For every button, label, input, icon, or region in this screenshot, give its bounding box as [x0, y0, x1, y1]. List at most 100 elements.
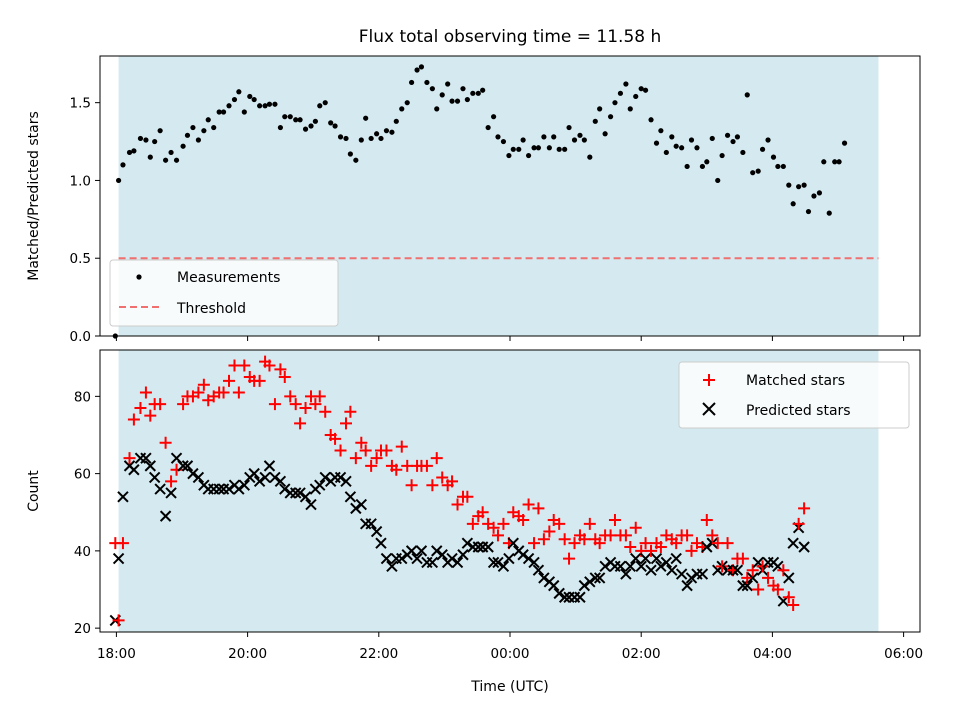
matched-point: [420, 459, 433, 472]
measurement-point: [302, 126, 309, 132]
matched-point: [741, 571, 754, 584]
predicted-point: [635, 560, 647, 573]
matched-point: [537, 533, 550, 546]
count-y-axis-label: Count: [26, 470, 42, 512]
measurement-point: [272, 101, 278, 107]
measurement-point: [173, 157, 180, 163]
measurement-point: [378, 135, 384, 142]
ratio-panel: 0.0 0.5 1.0 1.5 Matched/Predicted stars Mea…: [26, 55, 921, 345]
measurement-point: [623, 81, 629, 87]
predicted-point: [436, 549, 448, 561]
measurement-point: [755, 168, 761, 174]
predicted-point: [426, 556, 439, 569]
predicted-point: [319, 471, 331, 484]
measurement-point: [429, 86, 435, 92]
measurement-point: [190, 124, 196, 131]
predicted-point: [624, 560, 636, 573]
predicted-point: [457, 549, 469, 561]
measurement-point: [257, 103, 263, 109]
matched-point: [528, 537, 541, 550]
predicted-point: [233, 483, 245, 495]
matched-point: [771, 583, 784, 596]
measurement-point: [418, 64, 425, 70]
count-panel: 18:00 20:00 22:00 00:00 02:00 04:00 06:00 20 40 6…: [26, 349, 923, 695]
count-marks: [109, 355, 811, 627]
measurement-point: [147, 154, 153, 160]
measurement-point: [163, 157, 169, 163]
ratio-axis-ticks: 0.0 0.5 1.0 1.5: [70, 96, 905, 345]
measurement-point: [205, 117, 211, 123]
measurement-point: [137, 135, 144, 142]
measurement-point: [780, 163, 786, 170]
measurement-point: [805, 208, 812, 215]
count-axes-frame: [99, 349, 921, 633]
measurement-point: [347, 151, 353, 157]
matched-point: [123, 452, 136, 465]
predicted-point: [294, 487, 306, 499]
matched-point: [608, 513, 621, 526]
predicted-point: [177, 460, 189, 472]
predicted-point: [741, 579, 753, 592]
legend-predicted-label: Predicted stars: [746, 403, 851, 419]
matched-point: [762, 571, 775, 584]
measurement-point: [821, 159, 827, 165]
measurement-point: [277, 124, 283, 131]
x-tick-label: 00:00: [491, 646, 530, 662]
matched-point: [329, 432, 342, 445]
measurement-point: [414, 67, 420, 73]
measurement-point: [247, 93, 253, 100]
matched-point: [798, 502, 811, 515]
matched-point: [487, 521, 500, 534]
measurement-point: [546, 145, 552, 151]
y-tick-label: 1.0: [70, 173, 91, 189]
y-tick-label: 80: [74, 389, 91, 405]
measurement-point: [684, 163, 690, 170]
measurement-point: [120, 162, 126, 168]
measurement-point: [607, 114, 614, 120]
matched-point: [278, 371, 291, 384]
predicted-point: [650, 552, 663, 565]
measurement-point: [409, 79, 415, 86]
y-tick-label: 20: [74, 621, 91, 637]
measurement-point: [353, 157, 359, 163]
predicted-point: [681, 579, 693, 592]
predicted-point: [451, 556, 464, 569]
predicted-point: [492, 556, 504, 569]
predicted-point: [783, 572, 795, 584]
predicted-point: [696, 568, 709, 580]
predicted-point: [701, 541, 713, 553]
measurement-point: [826, 210, 832, 216]
measurement-point: [832, 159, 838, 165]
matched-point: [553, 517, 566, 530]
measurement-point: [786, 182, 792, 188]
predicted-point: [675, 568, 688, 580]
measurement-point: [571, 137, 578, 143]
predicted-point: [405, 545, 418, 557]
matched-point: [583, 517, 596, 530]
measurement-point: [734, 134, 741, 140]
measurement-point: [516, 146, 522, 152]
measurement-point: [740, 149, 746, 156]
measurement-point: [211, 124, 217, 131]
matched-point: [716, 560, 729, 573]
predicted-point: [299, 491, 312, 503]
measurement-point: [790, 201, 796, 207]
matched-point: [289, 398, 302, 411]
predicted-point: [289, 487, 302, 499]
predicted-point: [274, 475, 287, 488]
measurement-point: [617, 90, 624, 96]
predicted-point: [263, 460, 276, 472]
measurement-point: [152, 138, 158, 145]
measurement-point: [220, 109, 227, 115]
measurement-point: [236, 89, 242, 95]
count-legend-box: [678, 361, 910, 429]
measurement-point: [663, 149, 669, 156]
matched-point: [568, 537, 581, 550]
measurement-point: [485, 124, 491, 131]
measurement-point: [699, 163, 706, 170]
measurement-point: [343, 135, 349, 142]
predicted-point: [446, 552, 458, 565]
matched-point: [217, 386, 230, 399]
matched-point: [430, 452, 443, 465]
